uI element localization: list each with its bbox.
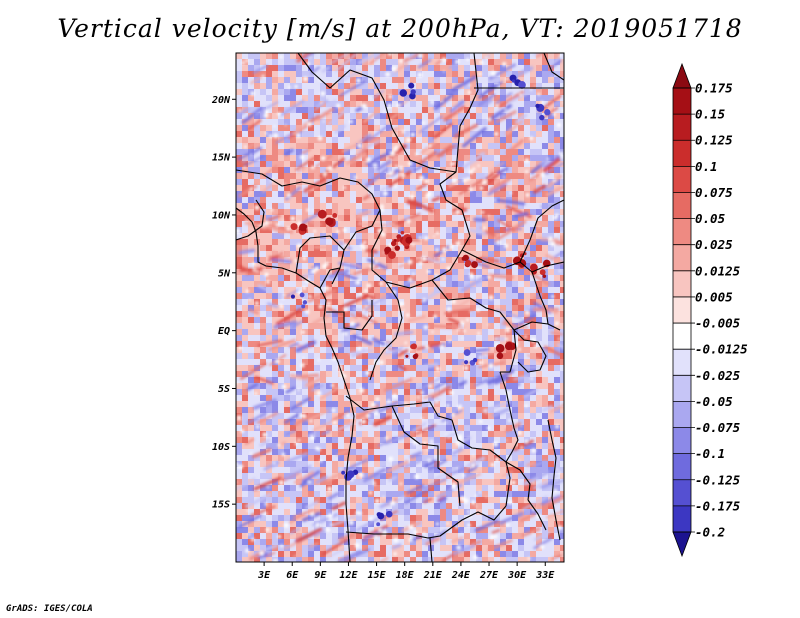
colorbar-segment: [673, 453, 691, 481]
colorbar-label: -0.0125: [695, 342, 748, 357]
colorbar-segment: [673, 270, 691, 298]
coastline-east-lake: [499, 371, 519, 507]
colorbar-label: 0.0125: [695, 263, 741, 278]
colorbar-bottom-arrow: [672, 531, 692, 558]
colorbar-label: 0.1: [695, 159, 718, 174]
coastline-west-africa: [236, 207, 355, 562]
border-sahel: [236, 169, 381, 285]
latitude-axis: 20N 15N 10N 5N EQ 5S 10S 15S: [211, 95, 236, 511]
grads-credit: GrADS: IGES/COLA: [6, 604, 93, 614]
colorbar-label: 0.125: [695, 133, 733, 148]
colorbar-label: -0.075: [695, 420, 741, 435]
colorbar-label: -0.05: [695, 394, 733, 409]
colorbar-label: -0.2: [695, 525, 725, 540]
colorbar-segment: [673, 218, 691, 246]
colorbar-segment: [673, 375, 691, 402]
border-namibia-botswana: [429, 537, 433, 562]
colorbar-label: 0.175: [695, 81, 733, 96]
colorbar-label: 0.15: [695, 107, 726, 122]
map-plot-area[interactable]: [234, 40, 581, 564]
colorbar-label: -0.025: [695, 368, 741, 383]
longitude-axis: 3E 6E 9E 12E 15E 18E 21E 24E 27E 30E 33E: [257, 562, 555, 581]
border-drc-south: [345, 395, 507, 463]
colorbar: 0.175 0.15 0.125 0.1 0.075 0.05 0.025 0.0125 0.0…: [672, 62, 748, 558]
colorbar-label: 0.005: [695, 289, 733, 304]
colorbar-segment: [673, 349, 691, 376]
lat-label: 10N: [212, 210, 231, 221]
border-malawi: [505, 461, 531, 501]
lon-label: 30E: [507, 570, 527, 581]
colorbar-segment: [673, 140, 691, 167]
colorbar-label: -0.125: [695, 472, 741, 487]
lat-label: 15N: [212, 153, 231, 164]
border-chad-car: [371, 171, 471, 289]
lat-label: 20N: [211, 95, 231, 106]
border-angola-zambia: [391, 405, 461, 507]
border-uganda-lake: [513, 329, 547, 373]
lon-label: 33E: [535, 570, 555, 581]
border-zambia-south: [345, 505, 507, 539]
colorbar-segment: [673, 505, 691, 533]
colorbar-segment: [673, 88, 691, 115]
border-libya-sudan: [297, 53, 479, 173]
lat-label: 5N: [218, 268, 231, 279]
border-tanzania: [513, 321, 561, 331]
colorbar-segment: [673, 323, 691, 350]
coastline-east: [547, 419, 561, 541]
border-saudi: [543, 53, 564, 81]
border-congo-gabon: [326, 300, 373, 331]
border-drc-east: [431, 279, 517, 373]
lon-label: 24E: [451, 570, 471, 581]
border-cameroon: [319, 267, 341, 289]
lon-label: 12E: [339, 570, 358, 581]
colorbar-segment: [673, 244, 691, 272]
lat-label: 10S: [212, 442, 230, 453]
border-mali-niger: [236, 199, 265, 241]
colorbar-segment: [673, 401, 691, 429]
map-title: Vertical velocity [m/s] at 200hPa, VT: 2…: [57, 14, 743, 43]
lon-label: 9E: [314, 570, 327, 581]
colorbar-label: 0.075: [695, 185, 733, 200]
lon-label: 27E: [479, 570, 499, 581]
colorbar-label: -0.005: [695, 316, 741, 331]
lat-label: 15S: [212, 500, 230, 511]
lon-label: 18E: [396, 570, 415, 581]
border-mozambique: [527, 499, 547, 531]
lat-label: EQ: [218, 326, 230, 337]
colorbar-segment: [673, 296, 691, 324]
lon-label: 6E: [286, 570, 299, 581]
colorbar-segment: [673, 427, 691, 455]
colorbar-label: -0.175: [695, 498, 741, 513]
border-ethiopia: [519, 199, 564, 263]
lon-label: 3E: [257, 570, 271, 581]
lat-label: 5S: [218, 384, 230, 395]
map-frame: [235, 52, 565, 563]
colorbar-segment: [673, 192, 691, 220]
colorbar-top-arrow: [672, 62, 692, 89]
colorbar-segment: [673, 479, 691, 507]
colorbar-label: -0.1: [695, 446, 725, 461]
colorbar-segment: [673, 114, 691, 141]
country-borders: [236, 53, 564, 562]
border-kenya: [531, 271, 549, 325]
lon-label: 15E: [368, 570, 387, 581]
lon-label: 21E: [423, 570, 443, 581]
colorbar-label: 0.025: [695, 237, 733, 252]
colorbar-segment: [673, 166, 691, 193]
border-car-drc: [369, 281, 403, 381]
border-nigeria: [295, 235, 345, 274]
colorbar-label: 0.05: [695, 211, 726, 226]
